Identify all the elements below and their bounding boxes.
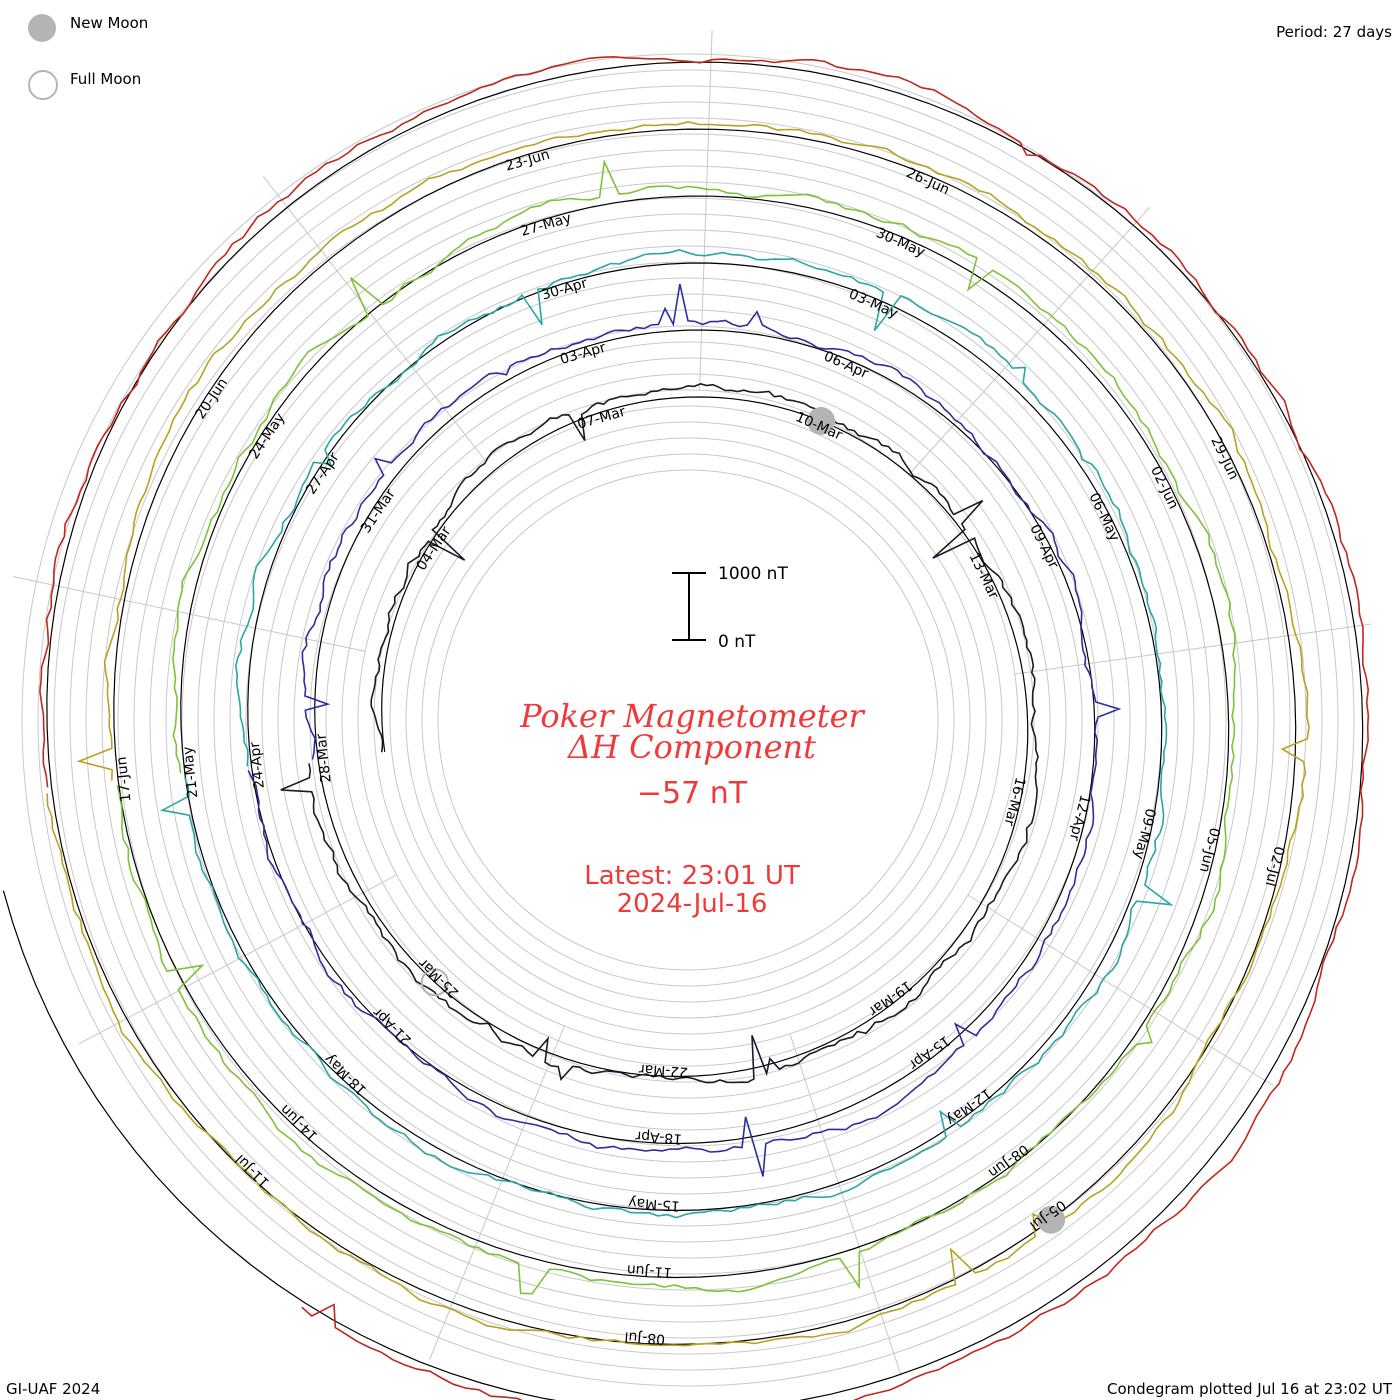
grid-ring bbox=[405, 437, 971, 1003]
scale-bar: 1000 nT 0 nT bbox=[672, 564, 788, 652]
date-label: 17-Jun bbox=[114, 756, 135, 803]
grid-spoke bbox=[78, 874, 397, 1045]
grid-ring bbox=[293, 325, 1083, 1115]
credit-label: GI-UAF 2024 bbox=[6, 1380, 101, 1398]
grid-spoke bbox=[908, 206, 1151, 476]
date-label: 21-May bbox=[180, 746, 201, 799]
grid-ring bbox=[149, 181, 1227, 1259]
trace-rotation-6 bbox=[39, 55, 1370, 1400]
grid-ring bbox=[421, 453, 955, 987]
data-traces bbox=[39, 55, 1370, 1400]
grid-ring bbox=[389, 421, 987, 1019]
scale-bar-top-label: 1000 nT bbox=[718, 564, 788, 584]
grid-spoke bbox=[12, 576, 366, 652]
date-label: 11-Jun bbox=[626, 1261, 673, 1280]
new-moon-legend-icon bbox=[28, 14, 56, 42]
grid-ring bbox=[437, 469, 939, 971]
full-moon-legend-label: Full Moon bbox=[70, 70, 142, 88]
grid-ring bbox=[53, 85, 1323, 1355]
grid-ring bbox=[373, 405, 1003, 1035]
grid-spoke bbox=[699, 30, 713, 391]
grid-ring bbox=[357, 389, 1019, 1051]
grid-spoke bbox=[262, 175, 486, 461]
full-moon-marker bbox=[420, 968, 449, 997]
date-label: 07-Mar bbox=[576, 404, 628, 433]
grid-spoke bbox=[789, 1033, 902, 1377]
grid-ring bbox=[181, 213, 1195, 1227]
baseline-spiral bbox=[2, 61, 1364, 1400]
date-label: 02-Jul bbox=[1262, 845, 1287, 888]
trace-rotation-2 bbox=[247, 283, 1122, 1177]
date-label: 15-May bbox=[628, 1194, 681, 1214]
date-label: 22-Mar bbox=[638, 1061, 689, 1080]
new-moon-marker bbox=[807, 407, 836, 435]
full-moon-legend-icon bbox=[28, 70, 58, 100]
date-label: 13-Mar bbox=[966, 550, 1002, 602]
grid-spokes bbox=[12, 30, 1372, 1377]
grid-ring bbox=[133, 165, 1243, 1275]
date-label: 19-Mar bbox=[865, 977, 914, 1019]
title-line-1: Poker Magnetometer bbox=[519, 697, 865, 735]
latest-value: −57 nT bbox=[637, 776, 748, 811]
date-label: 03-Apr bbox=[558, 340, 608, 368]
grid-spoke bbox=[1014, 623, 1372, 675]
grid-spoke bbox=[967, 894, 1274, 1087]
title-line-2: ΔH Component bbox=[566, 728, 816, 766]
grid-ring bbox=[245, 277, 1131, 1163]
date-label: 03-May bbox=[846, 286, 900, 322]
baseline-rings bbox=[2, 61, 1364, 1400]
trace-rotation-3 bbox=[159, 248, 1174, 1219]
trace-rotation-1 bbox=[280, 383, 1039, 1084]
date-label: 30-May bbox=[874, 225, 928, 261]
scale-bar-bottom-label: 0 nT bbox=[718, 632, 756, 652]
grid-ring bbox=[229, 261, 1147, 1179]
date-label: 30-Apr bbox=[540, 275, 590, 303]
new-moon-marker bbox=[1037, 1205, 1066, 1234]
grid-ring bbox=[21, 53, 1355, 1387]
grid-ring bbox=[325, 357, 1051, 1083]
latest-date: 2024-Jul-16 bbox=[617, 889, 768, 919]
moon-markers bbox=[420, 407, 1066, 1234]
grid-ring bbox=[85, 117, 1291, 1323]
trace-rotation-5 bbox=[46, 120, 1310, 1347]
date-label: 11-Jul bbox=[233, 1151, 273, 1191]
grid-ring bbox=[261, 293, 1115, 1147]
grid-spoke bbox=[429, 1025, 565, 1360]
grid-ring bbox=[309, 341, 1067, 1099]
date-label: 02-Jun bbox=[1147, 464, 1181, 512]
grid-ring bbox=[117, 149, 1259, 1291]
grid-ring bbox=[165, 197, 1211, 1243]
latest-time: Latest: 23:01 UT bbox=[584, 861, 800, 891]
plotted-timestamp: Condegram plotted Jul 16 at 23:02 UT bbox=[1106, 1380, 1392, 1398]
date-label: 05-Jun bbox=[1196, 826, 1223, 874]
trace-rotation-4 bbox=[116, 159, 1237, 1295]
date-label: 26-Jun bbox=[904, 165, 952, 198]
date-label: 15-Apr bbox=[906, 1032, 953, 1073]
grid-ring bbox=[101, 133, 1275, 1307]
period-label: Period: 27 days bbox=[1276, 23, 1392, 41]
date-label: 08-Jul bbox=[624, 1328, 666, 1347]
date-label: 27-May bbox=[519, 210, 573, 240]
center-title: Poker Magnetometer ΔH Component −57 nT L… bbox=[519, 697, 865, 919]
date-label: 24-Apr bbox=[247, 741, 268, 789]
date-label: 21-Apr bbox=[370, 1004, 415, 1048]
grid-ring bbox=[69, 101, 1307, 1339]
date-label: 28-Mar bbox=[313, 733, 334, 784]
new-moon-legend-label: New Moon bbox=[70, 14, 149, 32]
date-label: 18-Apr bbox=[635, 1127, 683, 1146]
grid-ring bbox=[341, 373, 1035, 1067]
grid-ring bbox=[37, 69, 1339, 1371]
